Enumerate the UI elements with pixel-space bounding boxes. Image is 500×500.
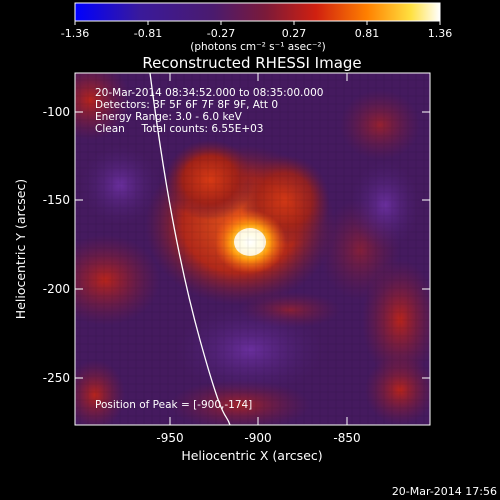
y-tick-label: -150 — [43, 193, 70, 207]
colorbar-tick-label: 0.81 — [355, 27, 380, 40]
footer-timestamp: 20-Mar-2014 17:56 — [392, 485, 497, 498]
plot-frame — [74, 72, 431, 426]
y-axis-label: Heliocentric Y (arcsec) — [13, 179, 28, 319]
colorbar-unit-label: (photons cm⁻² s⁻¹ asec⁻²) — [190, 41, 325, 53]
colorbar-tick-label: 0.27 — [282, 27, 307, 40]
colorbar-tick-label: -1.36 — [61, 27, 89, 40]
info-clean-counts: Clean Total counts: 6.55E+03 — [95, 123, 264, 135]
y-tick-label: -200 — [43, 282, 70, 296]
x-axis-label: Heliocentric X (arcsec) — [181, 448, 322, 463]
colorbar-tick-label: -0.27 — [207, 27, 235, 40]
info-energy-range: Energy Range: 3.0 - 6.0 keV — [95, 111, 243, 123]
axis-ticks — [75, 73, 430, 425]
solar-limb-line — [149, 73, 231, 425]
plot-title: Reconstructed RHESSI Image — [142, 54, 361, 72]
info-detectors: Detectors: 3F 5F 6F 7F 8F 9F, Att 0 — [95, 99, 278, 111]
colorbar — [74, 2, 441, 22]
x-tick-label: -850 — [333, 431, 360, 445]
rhessi-image — [75, 73, 430, 425]
x-tick-label: -900 — [244, 431, 271, 445]
x-tick-label: -950 — [156, 431, 183, 445]
colorbar-tick-label: 1.36 — [428, 27, 453, 40]
info-time-range: 20-Mar-2014 08:34:52.000 to 08:35:00.000 — [95, 87, 323, 99]
colorbar-tick-label: -0.81 — [134, 27, 162, 40]
colorbar-ticks — [74, 21, 441, 25]
y-tick-label: -100 — [43, 105, 70, 119]
peak-position-label: Position of Peak = [-900,-174] — [95, 399, 252, 411]
y-tick-label: -250 — [43, 371, 70, 385]
